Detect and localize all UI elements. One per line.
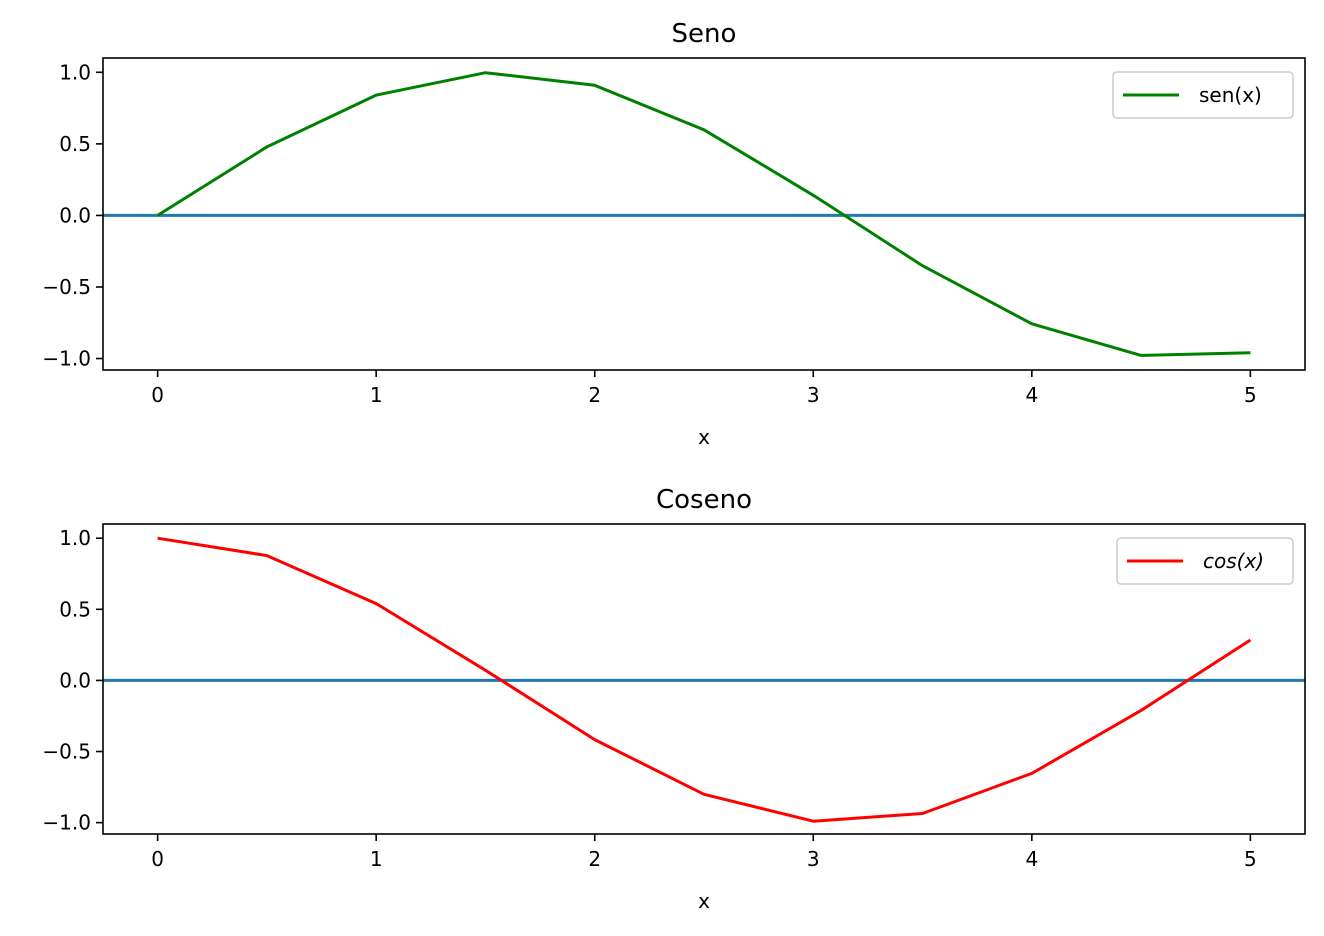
x-tick-label: 2: [588, 847, 601, 871]
x-tick-label: 5: [1244, 383, 1257, 407]
legend-label: sen(x): [1199, 83, 1262, 107]
legend: cos(x): [1116, 537, 1294, 585]
legend-box: [1112, 71, 1294, 119]
y-tick-label: 0.5: [59, 132, 91, 156]
legend: sen(x): [1112, 71, 1294, 119]
x-tick-label: 0: [151, 847, 164, 871]
legend-label: cos(x): [1203, 549, 1264, 573]
y-tick-label: 0.0: [59, 203, 91, 227]
y-tick-label: 0.5: [59, 597, 91, 621]
legend-box: [1116, 537, 1294, 585]
x-tick-label: 4: [1025, 847, 1038, 871]
x-tick-label: 1: [370, 383, 383, 407]
x-axis-label: x: [698, 425, 710, 449]
y-tick-label: −1.0: [42, 347, 91, 371]
y-tick-label: −0.5: [42, 275, 91, 299]
chart-title: Seno: [672, 19, 737, 49]
axes-frame: [102, 523, 1306, 835]
x-tick-label: 2: [588, 383, 601, 407]
x-tick-label: 1: [370, 847, 383, 871]
x-tick-label: 4: [1025, 383, 1038, 407]
x-tick-label: 5: [1244, 847, 1257, 871]
y-tick-label: 0.0: [59, 668, 91, 692]
y-tick-label: −1.0: [42, 811, 91, 835]
chart-1: Coseno 0 1 2 3 4 5 1.0 0.5 0.0 −0.5 −1.0 x cos(x): [42, 485, 1306, 913]
chart-title: Coseno: [656, 485, 752, 515]
series-line-0: [156, 71, 1251, 357]
y-tick-label: −0.5: [42, 740, 91, 764]
series-line-0: [157, 536, 1252, 823]
x-tick-label: 0: [151, 383, 164, 407]
x-tick-label: 3: [807, 847, 820, 871]
x-axis-label: x: [698, 889, 710, 913]
y-tick-label: 1.0: [59, 60, 91, 84]
y-tick-label: 1.0: [59, 526, 91, 550]
axes-frame: [102, 57, 1306, 371]
x-tick-label: 3: [807, 383, 820, 407]
chart-0: Seno 0 1 2 3 4 5 1.0 0.5 0.0 −0.5 −1.0 x sen(x): [42, 19, 1306, 449]
